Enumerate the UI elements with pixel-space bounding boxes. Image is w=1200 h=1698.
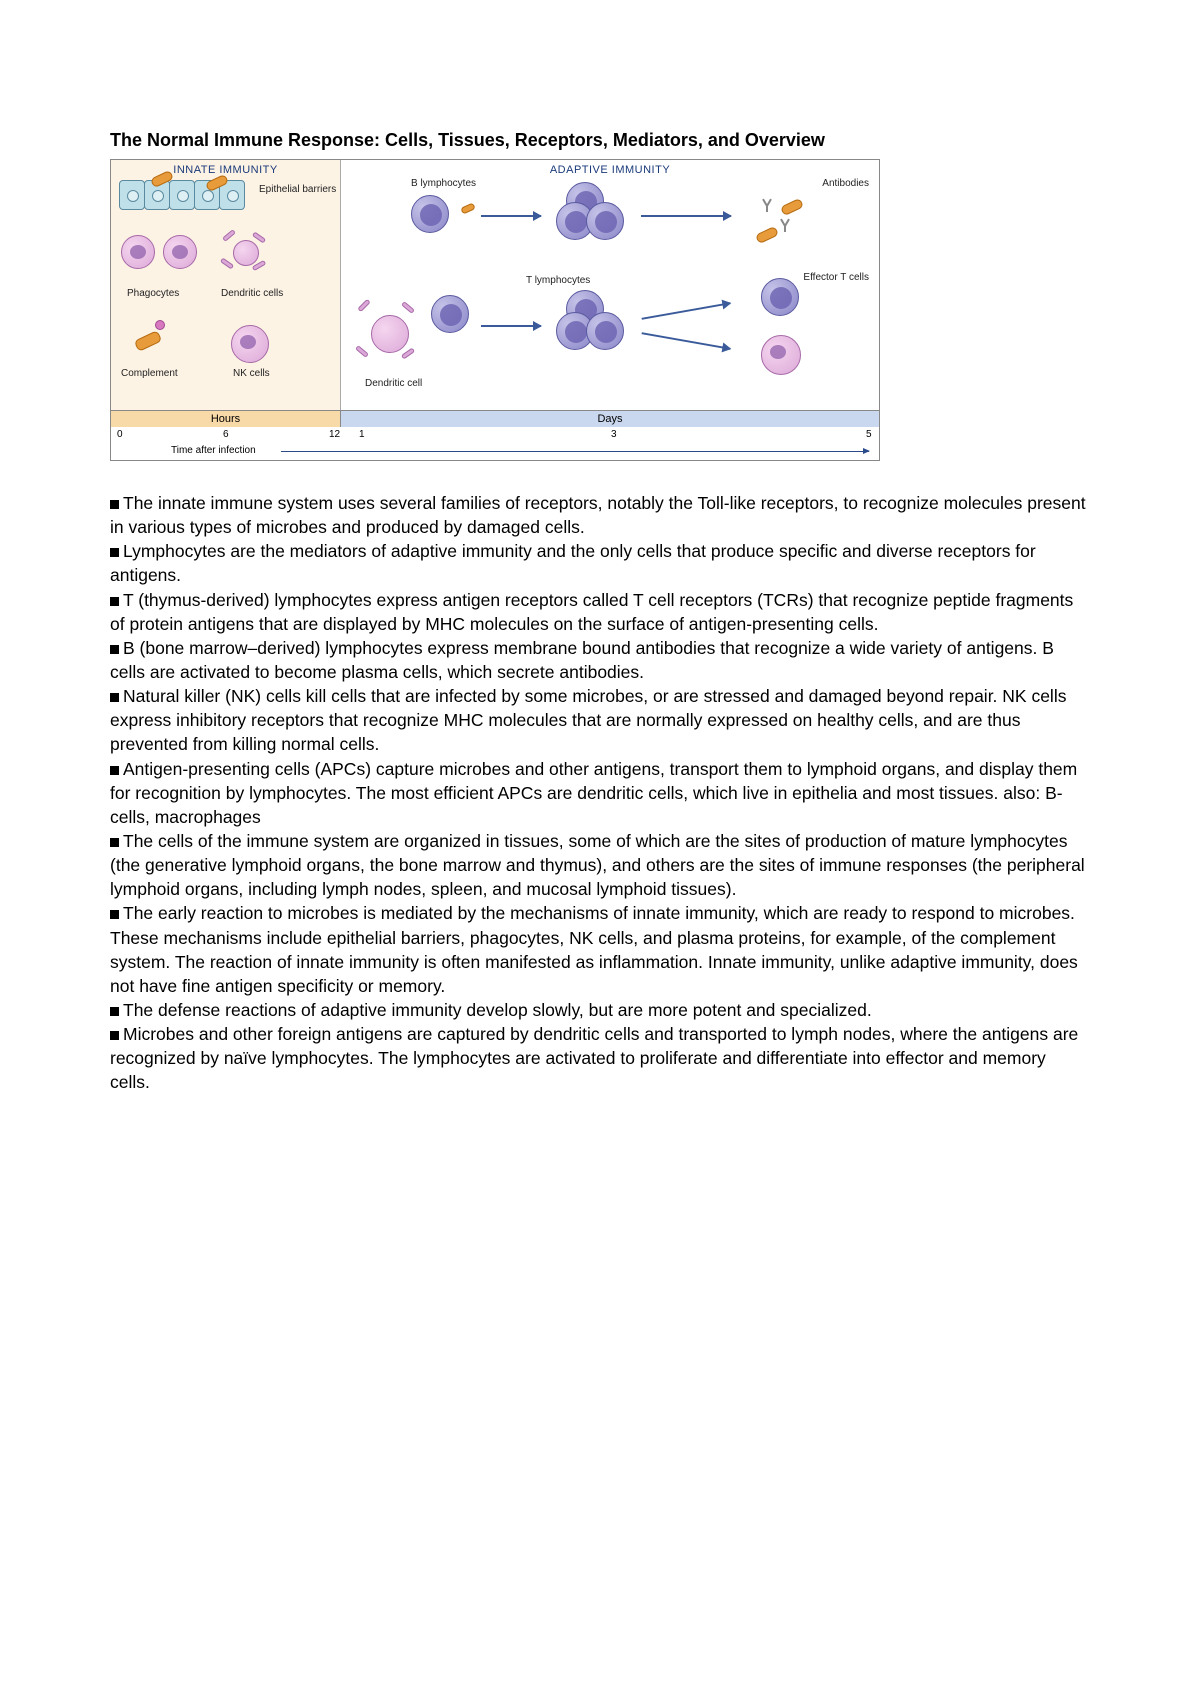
dendritic-cell-icon [361,305,421,365]
bullet-item: The early reaction to microbes is mediat… [110,901,1090,998]
bullet-item: The cells of the immune system are organ… [110,829,1090,901]
tick-label: 0 [117,429,123,440]
bullet-text: T (thymus-derived) lymphocytes express a… [110,590,1073,634]
bullet-text: Antigen-presenting cells (APCs) capture … [110,759,1077,827]
bullet-icon [110,910,119,919]
arrow-icon [481,325,541,327]
bullet-item: The innate immune system uses several fa… [110,491,1090,539]
bullet-item: Lymphocytes are the mediators of adaptiv… [110,539,1090,587]
adaptive-header: ADAPTIVE IMMUNITY [345,164,875,176]
innate-panel: INNATE IMMUNITY Epithelial barriers Phag… [111,160,341,410]
tick-label: 6 [223,429,229,440]
effector-cell-icon [761,335,801,375]
antibody-icon [761,198,773,212]
adaptive-panel: ADAPTIVE IMMUNITY B lymphocytes Antibodi… [341,160,879,410]
bullet-item: The defense reactions of adaptive immuni… [110,998,1090,1022]
tick-label: 3 [611,429,617,440]
arrow-icon [642,302,731,320]
effector-t-label: Effector T cells [803,272,869,283]
days-bar: Days [341,411,879,427]
microbe-icon [460,202,476,214]
t-cell-cluster-icon [556,290,626,360]
phagocyte-icon [121,235,155,269]
bullet-text: The cells of the immune system are organ… [110,831,1085,899]
b-lymph-label: B lymphocytes [411,178,476,189]
bullet-text: Microbes and other foreign antigens are … [110,1024,1078,1092]
bullet-icon [110,693,119,702]
time-axis-label: Time after infection [111,445,879,460]
bullet-text: Lymphocytes are the mediators of adaptiv… [110,541,1036,585]
microbe-icon [780,198,804,216]
t-lymph-label: T lymphocytes [526,275,590,286]
phagocyte-icon [163,235,197,269]
bullet-icon [110,766,119,775]
innate-header: INNATE IMMUNITY [115,164,336,176]
microbe-icon [755,226,779,244]
immune-diagram: INNATE IMMUNITY Epithelial barriers Phag… [110,159,880,461]
bullet-text: The defense reactions of adaptive immuni… [123,1000,872,1020]
bullet-icon [110,838,119,847]
dendritic-cell-icon [226,233,266,273]
tick-label: 12 [329,429,340,440]
bullet-text: The innate immune system uses several fa… [110,493,1086,537]
bullet-icon [110,1031,119,1040]
b-lymphocyte-icon [411,195,449,233]
bullet-icon [110,645,119,654]
bullet-icon [110,500,119,509]
bullet-icon [110,597,119,606]
arrow-icon [481,215,541,217]
bullet-item: T (thymus-derived) lymphocytes express a… [110,588,1090,636]
bullet-item: Natural killer (NK) cells kill cells tha… [110,684,1090,756]
dendritic-label: Dendritic cells [221,288,283,299]
time-arrow-icon [281,451,869,452]
bullet-text: B (bone marrow–derived) lymphocytes expr… [110,638,1054,682]
antibodies-label: Antibodies [822,178,869,189]
complement-icon [134,330,163,352]
complement-icon [155,320,165,330]
dendritic2-label: Dendritic cell [365,378,422,389]
bullet-text: Natural killer (NK) cells kill cells tha… [110,686,1066,754]
nk-cell-icon [231,325,269,363]
bullet-item: Antigen-presenting cells (APCs) capture … [110,757,1090,829]
effector-t-icon [761,278,799,316]
time-axis-text: Time after infection [171,445,256,456]
page-title: The Normal Immune Response: Cells, Tissu… [110,130,1090,151]
t-lymphocyte-icon [431,295,469,333]
bullet-text: The early reaction to microbes is mediat… [110,903,1078,995]
tick-label: 5 [866,429,872,440]
bullet-icon [110,1007,119,1016]
arrow-icon [642,332,731,350]
nk-label: NK cells [233,368,270,379]
bullet-item: Microbes and other foreign antigens are … [110,1022,1090,1094]
hours-bar: Hours [111,411,341,427]
tick-label: 1 [359,429,365,440]
timeline-bar: Hours Days [111,410,879,427]
b-cell-cluster-icon [556,182,626,252]
timeline-ticks: 0 6 12 1 3 5 [111,427,879,445]
phagocytes-label: Phagocytes [127,288,179,299]
bullet-list: The innate immune system uses several fa… [110,491,1090,1095]
antibody-icon [779,218,791,232]
complement-label: Complement [121,368,178,379]
bullet-item: B (bone marrow–derived) lymphocytes expr… [110,636,1090,684]
bullet-icon [110,548,119,557]
arrow-icon [641,215,731,217]
epithelial-label: Epithelial barriers [259,184,336,195]
